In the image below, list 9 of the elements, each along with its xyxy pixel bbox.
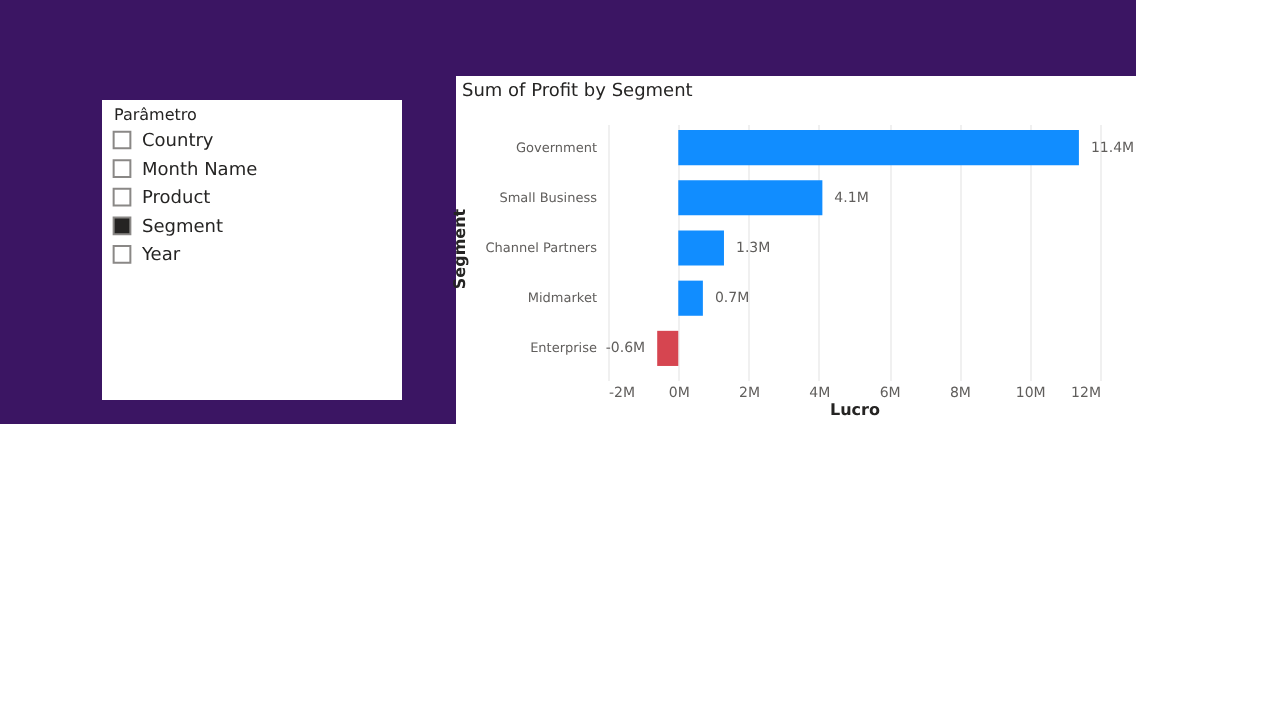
x-axis-title: Lucro xyxy=(830,401,881,419)
category-label: Country xyxy=(142,132,215,152)
y-axis-title: Segment xyxy=(451,208,469,290)
category-label: Year xyxy=(140,246,181,267)
text: Parâmetro xyxy=(114,106,198,124)
chart-title: Sum of Profit by Segment xyxy=(462,82,694,102)
category-label: Month Name xyxy=(142,160,259,181)
category-label: Segment xyxy=(142,217,224,238)
category-label: Product xyxy=(142,189,212,210)
